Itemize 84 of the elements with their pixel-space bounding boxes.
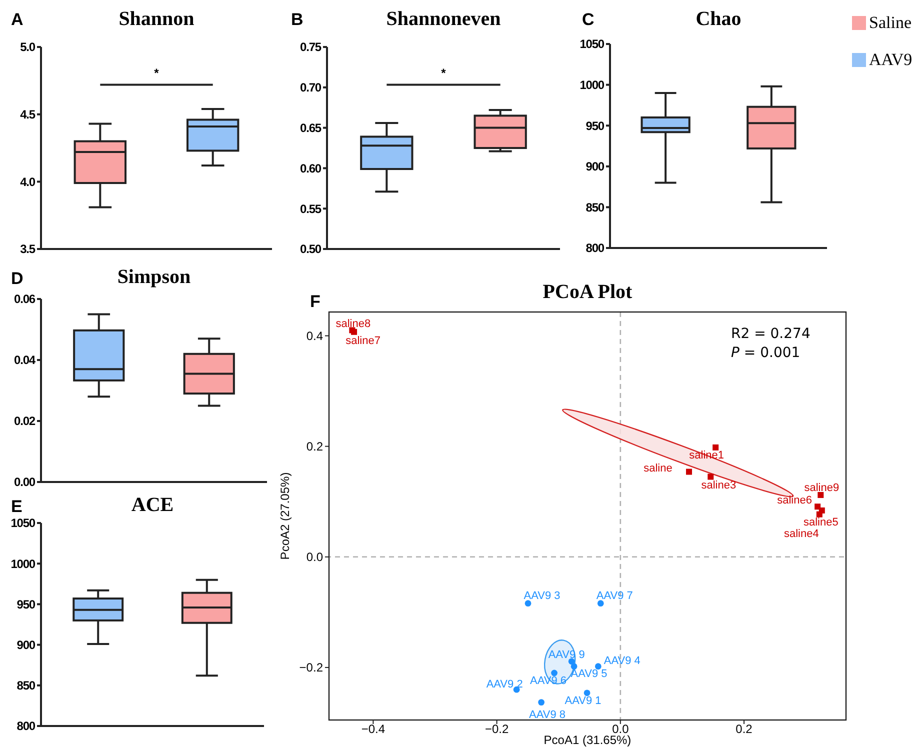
y-tick-label: 0.55 xyxy=(300,202,322,216)
annotation: AAV9 5 xyxy=(570,668,608,680)
y-tick-label: 0.70 xyxy=(300,80,322,95)
y-tick-label: 850 xyxy=(16,678,36,693)
annotation: saline6 xyxy=(777,494,812,506)
annotation: P = 0.001 xyxy=(731,345,800,361)
annotation: AAV9 7 xyxy=(596,590,633,602)
annotation: saline7 xyxy=(346,334,380,347)
point xyxy=(538,699,544,706)
y-tick-label: 0.75 xyxy=(300,40,322,54)
point xyxy=(551,670,558,676)
y-axis-title: PcoA2 (27.05%) xyxy=(278,472,292,560)
y-tick-label: 950 xyxy=(586,118,605,133)
chart-title: Simpson xyxy=(117,266,191,288)
x-axis-title: PcoA1 (31.65%) xyxy=(544,733,632,747)
y-tick-label: 0.04 xyxy=(14,353,36,368)
annotation: AAV9 1 xyxy=(564,694,602,707)
point xyxy=(814,504,821,510)
annotation: saline9 xyxy=(804,482,840,494)
y-tick-label: 800 xyxy=(16,719,36,734)
y-tick-label: 0.0 xyxy=(306,550,324,564)
annotation: AAV9 4 xyxy=(604,655,640,668)
x-tick-label: −0.2 xyxy=(484,722,509,736)
chart-title: Shannoneven xyxy=(386,8,501,30)
y-tick-label: 0.02 xyxy=(14,414,36,428)
y-tick-label: 1000 xyxy=(10,556,36,571)
legend-label: Saline xyxy=(869,13,912,32)
y-tick-label: 0.50 xyxy=(300,242,322,256)
annotation: AAV9 2 xyxy=(486,678,523,690)
y-tick-label: 4.0 xyxy=(20,174,36,189)
point xyxy=(594,663,602,670)
text: E xyxy=(11,497,22,516)
annotation: R2 = 0.274 xyxy=(731,326,810,342)
x-tick-label: 0.0 xyxy=(612,722,630,736)
annotation: saline3 xyxy=(701,480,736,492)
annotation: AAV9 3 xyxy=(524,590,560,602)
y-tick-label: 0.60 xyxy=(300,161,322,176)
text: A xyxy=(11,10,24,29)
x-tick-label: −0.4 xyxy=(361,722,386,736)
y-tick-label: 0.4 xyxy=(306,328,324,343)
y-tick-label: 0.06 xyxy=(14,292,36,306)
legend-label: AAV9 xyxy=(869,50,912,69)
point xyxy=(816,511,822,518)
y-tick-label: 0.65 xyxy=(300,121,322,135)
point xyxy=(818,492,824,498)
annotation: saline xyxy=(644,462,672,475)
point xyxy=(513,686,520,693)
y-tick-label: 5.0 xyxy=(20,40,36,54)
annotation: * xyxy=(154,66,160,80)
annotation: saline8 xyxy=(336,318,371,330)
annotation: saline4 xyxy=(784,528,819,540)
y-tick-label: 950 xyxy=(16,597,36,612)
annotation: AAV9 8 xyxy=(529,709,566,722)
point xyxy=(708,474,714,480)
y-tick-label: −0.2 xyxy=(299,660,324,675)
text: B xyxy=(291,10,304,29)
y-tick-label: 0.00 xyxy=(14,475,36,490)
point xyxy=(524,600,532,607)
y-tick-label: 3.5 xyxy=(20,242,36,256)
chart-title: Chao xyxy=(696,8,742,30)
text: C xyxy=(582,10,594,29)
y-tick-label: 1050 xyxy=(580,37,605,52)
y-tick-label: 850 xyxy=(586,200,605,214)
point xyxy=(712,444,719,450)
point xyxy=(686,468,692,475)
significance-bracket: * xyxy=(386,66,500,86)
y-tick-label: 4.5 xyxy=(20,108,36,122)
text: D xyxy=(11,269,24,288)
y-tick-label: 800 xyxy=(586,241,605,256)
y-tick-label: 1000 xyxy=(580,78,605,92)
y-tick-label: 900 xyxy=(586,160,605,174)
annotation: saline5 xyxy=(803,516,838,528)
point xyxy=(584,690,590,696)
y-tick-label: 900 xyxy=(16,638,36,652)
chart-title: ACE xyxy=(131,494,174,516)
significance-bracket: * xyxy=(100,66,213,86)
y-tick-label: 1050 xyxy=(10,516,36,530)
chart-title: Shannon xyxy=(118,8,194,30)
point xyxy=(597,600,604,607)
annotation: * xyxy=(441,66,446,80)
text: F xyxy=(310,292,320,311)
y-tick-label: 0.2 xyxy=(306,440,324,454)
x-tick-label: 0.2 xyxy=(736,722,753,736)
chart-title: PCoA Plot xyxy=(542,281,633,303)
